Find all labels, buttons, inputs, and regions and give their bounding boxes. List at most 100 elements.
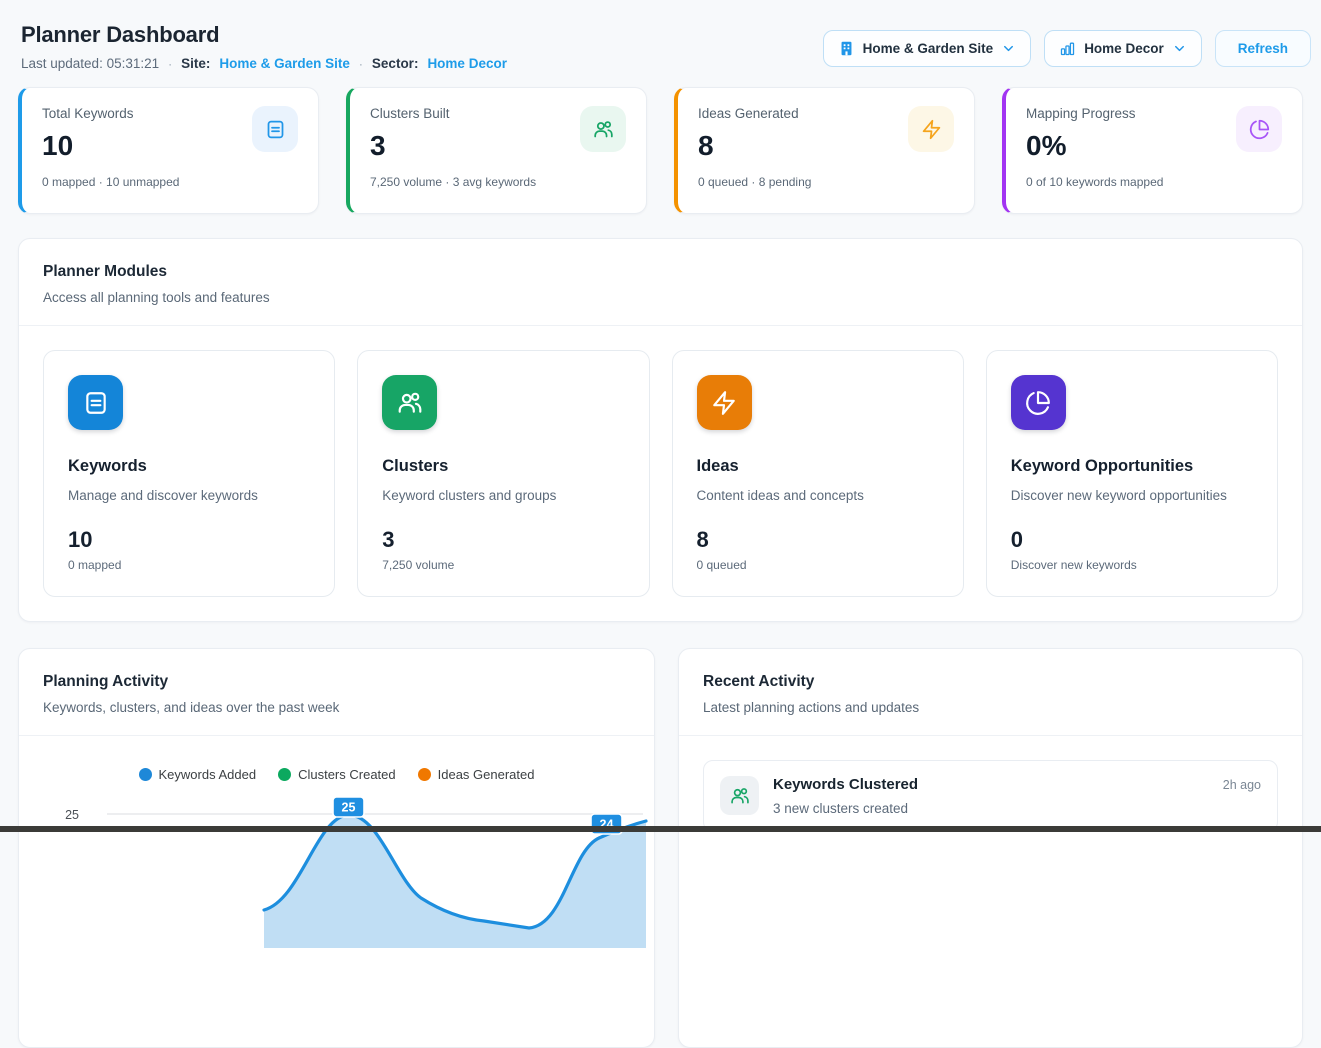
legend-item-keywords-added: Keywords Added [139,767,257,782]
chevron-down-icon [1001,41,1016,56]
module-title: Keywords [68,457,310,476]
stat-label: Ideas Generated [698,106,811,121]
sector-label: Sector: [372,56,419,71]
recent-activity-list: Keywords Clustered 3 new clusters create… [679,736,1302,856]
pie-chart-icon [1236,106,1282,152]
sector-link[interactable]: Home Decor [427,56,507,71]
module-value: 10 [68,527,310,553]
module-subtitle: 0 queued [697,558,939,572]
header-left: Planner Dashboard Last updated: 05:31:21… [21,22,507,71]
recent-activity-header: Recent Activity Latest planning actions … [679,649,1302,736]
card-subtitle: Keywords, clusters, and ideas over the p… [43,700,630,715]
panel-title: Planner Modules [43,263,1278,281]
users-icon [382,375,437,430]
chart-legend: Keywords Added Clusters Created Ideas Ge… [19,767,654,782]
meta-separator: · [359,57,363,71]
stat-value: 8 [698,130,811,162]
lightning-icon [908,106,954,152]
planning-activity-header: Planning Activity Keywords, clusters, an… [19,649,654,736]
sector-selector-dropdown[interactable]: Home Decor [1044,30,1202,67]
site-link[interactable]: Home & Garden Site [219,56,350,71]
module-subtitle: 7,250 volume [382,558,624,572]
stats-row: Total Keywords 10 0 mapped · 10 unmapped… [18,87,1303,214]
stat-subtitle: 0 queued · 8 pending [698,175,811,189]
site-selector-dropdown[interactable]: Home & Garden Site [823,30,1032,67]
legend-dot-icon [139,768,152,781]
note-icon [68,375,123,430]
site-label: Site: [181,56,210,71]
module-title: Clusters [382,457,624,476]
stat-content: Clusters Built 3 7,250 volume · 3 avg ke… [370,106,536,197]
stat-subtitle: 7,250 volume · 3 avg keywords [370,175,536,189]
stat-card-total-keywords: Total Keywords 10 0 mapped · 10 unmapped [18,87,319,214]
module-value: 8 [697,527,939,553]
chevron-down-icon [1172,41,1187,56]
module-description: Discover new keyword opportunities [1011,488,1253,503]
taskbar-strip [0,826,1321,832]
module-subtitle: 0 mapped [68,558,310,572]
module-description: Keyword clusters and groups [382,488,624,503]
users-icon [720,776,759,815]
legend-label: Ideas Generated [438,767,535,782]
bar-chart-icon [1059,40,1076,57]
stat-value: 3 [370,130,536,162]
users-icon [580,106,626,152]
pie-chart-icon [1011,375,1066,430]
stat-content: Ideas Generated 8 0 queued · 8 pending [698,106,811,197]
activity-list-item: Keywords Clustered 3 new clusters create… [703,760,1278,832]
area-chart-canvas: 25 25 24 [19,788,655,948]
toolbar: Home & Garden Site Home Decor Refresh [823,30,1311,67]
activity-item-content: Keywords Clustered 3 new clusters create… [773,776,1209,816]
stat-subtitle: 0 of 10 keywords mapped [1026,175,1163,189]
stat-card-ideas-generated: Ideas Generated 8 0 queued · 8 pending [674,87,975,214]
stat-content: Mapping Progress 0% 0 of 10 keywords map… [1026,106,1163,197]
legend-label: Keywords Added [159,767,257,782]
module-title: Keyword Opportunities [1011,457,1253,476]
stat-label: Mapping Progress [1026,106,1163,121]
refresh-button[interactable]: Refresh [1215,30,1311,67]
legend-item-clusters-created: Clusters Created [278,767,396,782]
card-title: Recent Activity [703,673,1278,691]
y-axis-tick: 25 [65,808,79,822]
card-title: Planning Activity [43,673,630,691]
stat-value: 0% [1026,130,1163,162]
stat-label: Total Keywords [42,106,179,121]
stat-content: Total Keywords 10 0 mapped · 10 unmapped [42,106,179,197]
site-selector-label: Home & Garden Site [863,41,994,56]
module-card-ideas[interactable]: Ideas Content ideas and concepts 8 0 que… [672,350,964,597]
stat-subtitle: 0 mapped · 10 unmapped [42,175,179,189]
building-icon [838,40,855,57]
stat-label: Clusters Built [370,106,536,121]
module-value: 3 [382,527,624,553]
module-title: Ideas [697,457,939,476]
panel-subtitle: Access all planning tools and features [43,290,1278,305]
module-value: 0 [1011,527,1253,553]
header-meta: Last updated: 05:31:21 · Site: Home & Ga… [21,56,507,71]
sector-selector-label: Home Decor [1084,41,1164,56]
modules-grid: Keywords Manage and discover keywords 10… [19,326,1302,621]
planner-modules-header: Planner Modules Access all planning tool… [19,239,1302,326]
module-card-keyword-opportunities[interactable]: Keyword Opportunities Discover new keywo… [986,350,1278,597]
page-header: Planner Dashboard Last updated: 05:31:21… [0,0,1321,71]
svg-text:25: 25 [342,801,356,815]
planner-modules-panel: Planner Modules Access all planning tool… [18,238,1303,622]
legend-label: Clusters Created [298,767,396,782]
recent-activity-card: Recent Activity Latest planning actions … [678,648,1303,1048]
activity-item-timestamp: 2h ago [1223,778,1261,792]
activity-item-title: Keywords Clustered [773,776,1209,793]
module-description: Content ideas and concepts [697,488,939,503]
page-title: Planner Dashboard [21,22,507,48]
bottom-row: Planning Activity Keywords, clusters, an… [18,648,1303,1048]
stat-card-clusters-built: Clusters Built 3 7,250 volume · 3 avg ke… [346,87,647,214]
lightning-icon [697,375,752,430]
legend-dot-icon [418,768,431,781]
module-card-keywords[interactable]: Keywords Manage and discover keywords 10… [43,350,335,597]
card-subtitle: Latest planning actions and updates [703,700,1278,715]
note-icon [252,106,298,152]
data-label-badge: 25 [333,797,364,817]
activity-area-chart: 25 25 24 [19,788,654,953]
stat-card-mapping-progress: Mapping Progress 0% 0 of 10 keywords map… [1002,87,1303,214]
module-card-clusters[interactable]: Clusters Keyword clusters and groups 3 7… [357,350,649,597]
module-subtitle: Discover new keywords [1011,558,1253,572]
stat-value: 10 [42,130,179,162]
